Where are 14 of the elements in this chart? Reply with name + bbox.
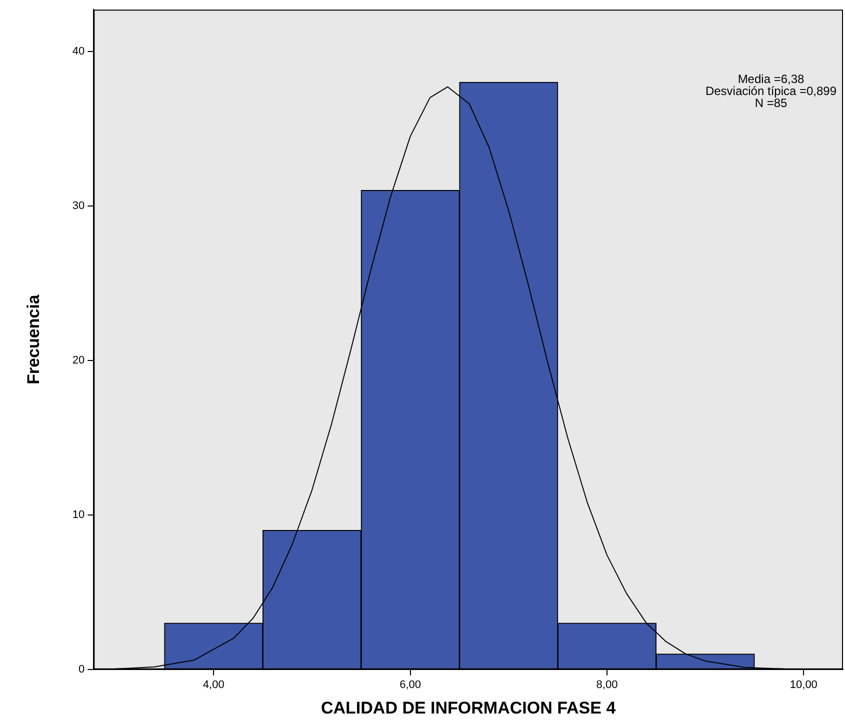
- y-tick-label: 40: [72, 45, 85, 58]
- x-tick-label: 4,00: [202, 679, 224, 692]
- y-tick-label: 20: [72, 354, 85, 366]
- x-axis-title: CALIDAD DE INFORMACION FASE 4: [320, 698, 616, 718]
- x-tick-label: 8,00: [596, 679, 618, 692]
- y-tick-label: 30: [72, 200, 85, 212]
- x-tick-label: 10,00: [790, 679, 818, 692]
- y-tick-label: 10: [72, 508, 85, 521]
- annotation: N =85: [754, 96, 788, 110]
- annotation: Desviación típica =0,899: [705, 84, 837, 98]
- y-tick-label: 0: [78, 663, 85, 676]
- annotation: Media =6,38: [738, 72, 805, 86]
- x-tick-label: 6,00: [400, 679, 422, 692]
- y-axis-title: Frecuencia: [24, 294, 43, 384]
